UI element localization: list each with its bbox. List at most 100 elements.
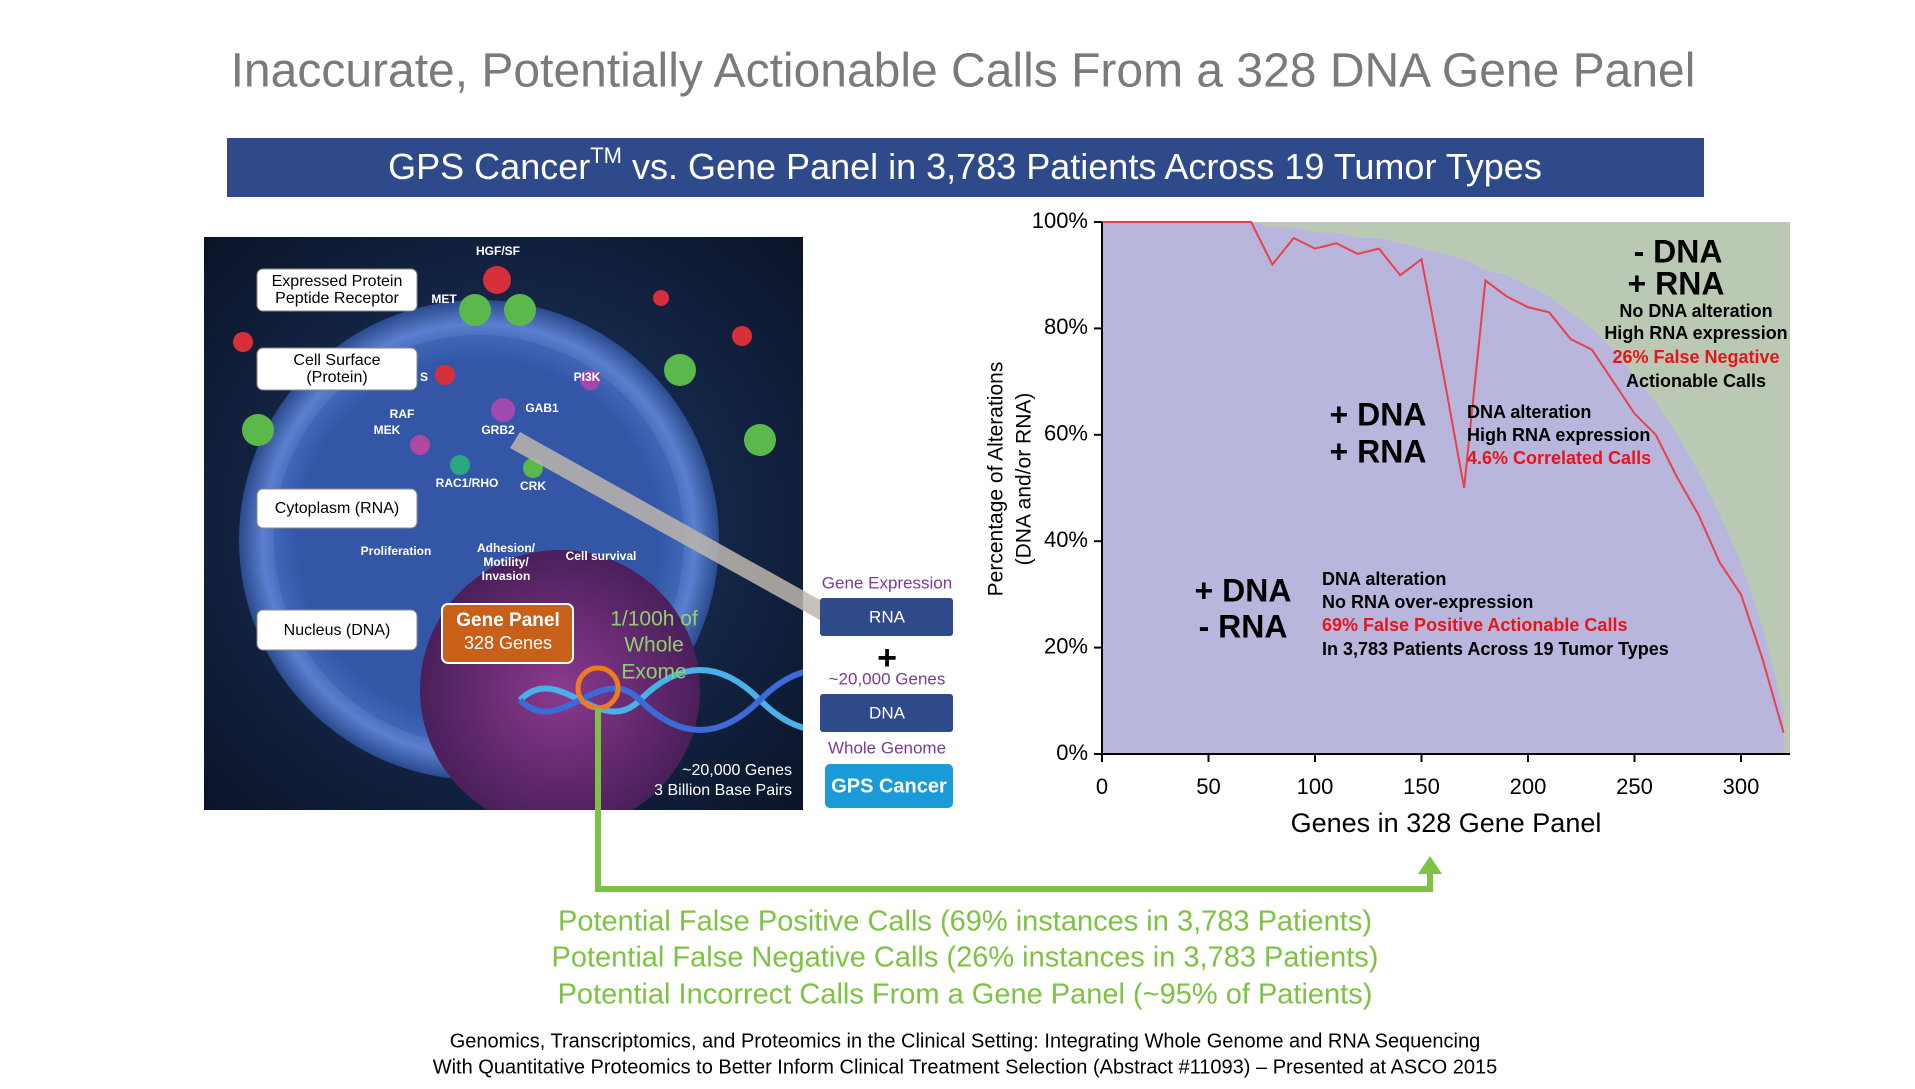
receptor <box>459 294 491 326</box>
x-tick-label: 100 <box>1297 774 1334 799</box>
side-text: ~20,000 Genes <box>829 669 946 688</box>
line <box>1102 221 1785 733</box>
annotation: DNA alteration <box>1322 569 1446 589</box>
protein <box>732 326 752 346</box>
label-box <box>256 347 418 391</box>
banner-text: GPS CancerTM vs. Gene Panel in 3,783 Pat… <box>388 143 1542 187</box>
gene-panel-box <box>441 603 574 664</box>
arrow-line <box>595 708 1433 892</box>
x-tick-label: 0 <box>1096 774 1108 799</box>
cell-label: Invasion <box>482 569 531 583</box>
exome-label: Exome <box>621 661 686 684</box>
title: Inaccurate, Potentially Actionable Calls… <box>231 45 1696 98</box>
annotation: Actionable Calls <box>1626 371 1766 391</box>
annotation: 4.6% Correlated Calls <box>1467 448 1651 468</box>
cell-label: HGF/SF <box>476 244 520 258</box>
cell-label: MEK <box>374 423 401 437</box>
protein <box>435 365 455 385</box>
x-tick-label: 300 <box>1723 774 1760 799</box>
cell-box-label: Expressed Protein <box>272 273 403 290</box>
protein <box>410 435 430 455</box>
y-tick-label: 60% <box>1044 421 1088 446</box>
cell-box-label: Peptide Receptor <box>275 290 399 307</box>
cell-label: RAF <box>390 407 415 421</box>
x-tick-label: 50 <box>1196 774 1220 799</box>
protein <box>653 290 669 306</box>
y-axis-title: (DNA and/or RNA) <box>1013 393 1036 566</box>
cell-box-label: Cell Surface <box>293 352 380 369</box>
annotation: High RNA expression <box>1467 425 1650 445</box>
y-tick-label: 0% <box>1056 740 1088 765</box>
side-text: + <box>877 639 897 677</box>
cell-box-label: Cytoplasm (RNA) <box>275 500 399 517</box>
annotation: High RNA expression <box>1604 323 1787 343</box>
annotation: + RNA <box>1330 433 1427 469</box>
banner-tm: TM <box>590 143 622 168</box>
y-axis-title: Percentage of Alterations <box>985 362 1008 597</box>
receptor <box>504 294 536 326</box>
y-tick-label: 40% <box>1044 527 1088 552</box>
banner-pre: GPS Cancer <box>388 146 590 187</box>
side-text: RNA <box>869 607 906 626</box>
cell-label: S <box>420 370 428 384</box>
cell-image <box>204 237 803 810</box>
annotation: DNA alteration <box>1467 402 1591 422</box>
receptor <box>242 414 274 446</box>
cell-label: Cell survival <box>566 549 637 563</box>
protein <box>233 332 253 352</box>
genome-label: ~20,000 Genes <box>682 762 792 779</box>
genome-label: 3 Billion Base Pairs <box>654 782 792 799</box>
cell-label: CRK <box>520 479 546 493</box>
protein <box>491 398 515 422</box>
cell-label: GRB2 <box>481 423 515 437</box>
side-text: GPS Cancer <box>831 775 947 797</box>
gene-panel-label: Gene Panel <box>456 610 560 631</box>
cell-box-label: (Protein) <box>306 369 367 386</box>
protein <box>450 455 470 475</box>
x-tick-label: 250 <box>1616 774 1653 799</box>
arrow-head <box>1418 856 1442 874</box>
annotation: 69% False Positive Actionable Calls <box>1322 615 1627 635</box>
annotation: No RNA over-expression <box>1322 592 1533 612</box>
cell-box-label: Nucleus (DNA) <box>284 622 391 639</box>
y-tick-label: 80% <box>1044 314 1088 339</box>
cell-label: PI3K <box>574 370 601 384</box>
protein <box>580 370 600 390</box>
annotation: 26% False Negative <box>1612 347 1779 367</box>
annotation: In 3,783 Patients Across 19 Tumor Types <box>1322 639 1669 659</box>
side-text: Whole Genome <box>828 738 946 757</box>
footer: Genomics, Transcriptomics, and Proteomic… <box>450 1030 1481 1052</box>
banner-post: vs. Gene Panel in 3,783 Patients Across … <box>622 146 1542 187</box>
cell-label: Motility/ <box>483 555 529 569</box>
label-box <box>256 609 418 651</box>
cell-label-boxes <box>256 268 574 664</box>
x-tick-label: 150 <box>1403 774 1440 799</box>
label-box <box>256 488 418 529</box>
gene-panel-label: 328 Genes <box>464 633 552 653</box>
funnel <box>510 432 820 620</box>
gps-box <box>825 764 953 808</box>
annotation: + DNA <box>1195 572 1292 608</box>
finding: Potential Incorrect Calls From a Gene Pa… <box>558 979 1373 1011</box>
annotation: + DNA <box>1330 396 1427 432</box>
receptor <box>664 354 696 386</box>
x-axis-title: Genes in 328 Gene Panel <box>1291 808 1602 838</box>
dna-box <box>820 694 953 732</box>
annotation: + RNA <box>1628 265 1725 301</box>
receptor <box>744 424 776 456</box>
finding: Potential False Positive Calls (69% inst… <box>558 906 1372 938</box>
y-tick-label: 100% <box>1032 208 1088 233</box>
annotation: - DNA <box>1634 233 1723 269</box>
area <box>1102 222 1784 754</box>
side-text: Gene Expression <box>822 573 952 592</box>
y-tick-label: 20% <box>1044 633 1088 658</box>
finding: Potential False Negative Calls (26% inst… <box>552 942 1379 974</box>
banner <box>227 138 1704 197</box>
dna-helix <box>517 669 803 733</box>
cell-label: Adhesion/ <box>477 541 536 555</box>
rna-box <box>820 598 953 636</box>
cell-label: GAB1 <box>525 401 559 415</box>
label-box <box>256 268 418 312</box>
